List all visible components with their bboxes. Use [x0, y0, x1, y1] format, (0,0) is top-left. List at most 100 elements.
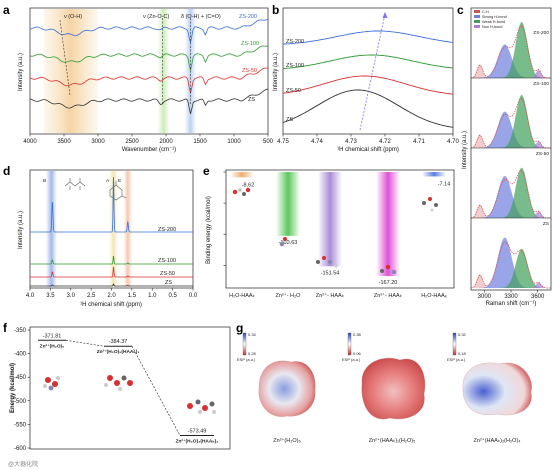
x-tick-label: 4.70 — [447, 139, 459, 145]
energy-level-species: Zn²⁺(H₂O)₆ — [40, 343, 65, 349]
x-tick-label: 3.5 — [46, 293, 55, 299]
peak-label-e: E — [118, 178, 121, 184]
panel-f: f -350 -400 -450 -500 -550 -600 -371.81 Zn²⁺(H… — [3, 321, 231, 468]
esp-scale-label: ESP (a.u.) — [342, 357, 361, 362]
legend-label: Strong H-bond — [482, 15, 507, 19]
panel-letter-d: d — [3, 164, 10, 178]
raman-envelope — [470, 170, 551, 219]
raman-component — [471, 237, 551, 288]
esp-scale-min: 0.18 — [458, 351, 467, 356]
panel-letter-a: a — [3, 3, 10, 17]
esp-caption: Zn²⁺(HAAₖ)₁(H₂O)₅ — [369, 437, 416, 444]
raman-component — [471, 176, 551, 218]
energy-connector — [65, 339, 105, 347]
panel-letter-g: g — [236, 321, 243, 335]
raman-component — [471, 94, 551, 148]
x-tick-label: 3300 — [504, 294, 518, 300]
band-oh — [43, 9, 98, 133]
y-tick-label: -500 — [14, 399, 27, 405]
panel-a-xlabel: Wavenumber (cm⁻¹) — [122, 147, 176, 153]
raman-envelope — [470, 241, 551, 289]
esp-colorbar — [242, 332, 247, 356]
esp-scale-label: ESP (a.u.) — [237, 357, 256, 362]
category-label: Zn²⁺- HAAₖ — [374, 292, 402, 299]
band-a — [109, 171, 118, 287]
raman-component — [471, 69, 551, 78]
legend-swatch — [474, 25, 480, 28]
y-tick-label: -600 — [14, 446, 27, 452]
panel-e: e -8.62-102.63-151.54-167.20-7.14 H₂O-HA… — [203, 164, 455, 299]
energy-value-label: -8.62 — [242, 182, 255, 188]
label-zs: ZS — [248, 97, 255, 103]
x-tick-label: 4.74 — [311, 139, 323, 145]
watermark: @大器化院 — [8, 460, 38, 468]
legend-label: C-H — [482, 10, 489, 14]
panel-a-x-ticks: 4000 3500 3000 2500 2000 1500 1000 500 — [23, 134, 274, 145]
panel-b-frame — [282, 7, 454, 135]
panel-d-x-ticks: 4.0 3.5 3.0 2.5 2.0 1.5 1.0 0.5 0.0 — [26, 288, 198, 299]
esp-scale-max: 0.38 — [353, 332, 362, 337]
category-label: H₂O-HAAₖ — [229, 293, 255, 299]
panel-c-x-ticks: 3000 3300 3600 — [478, 290, 545, 300]
y-tick-label: -450 — [14, 375, 27, 381]
esp-caption: Zn²⁺(H₂O)₆ — [273, 437, 300, 444]
x-tick-label: 2.5 — [87, 293, 96, 299]
nmr-line-zs-50 — [282, 75, 454, 95]
x-tick-label: 1000 — [227, 139, 241, 145]
nmr-full-line-zs-200 — [30, 176, 193, 233]
raman-envelope — [470, 25, 551, 79]
panel-c-xlabel: Raman shift (cm⁻¹) — [486, 301, 537, 307]
panel-c-subplots: ZS-200 ZS-100 ZS-50 ZS — [470, 22, 551, 289]
nmr-line-zs-100 — [282, 54, 454, 70]
d-label-zs-100: ZS-100 — [158, 258, 176, 264]
panel-b-x-ticks: 4.75 4.74 4.73 4.72 4.71 4.70 — [277, 134, 459, 145]
energy-bar — [276, 172, 300, 236]
nmr-full-line-zs — [30, 283, 193, 287]
x-tick-label: 1500 — [193, 139, 207, 145]
esp-surface — [361, 357, 426, 420]
panel-b-xlabel: ¹H chemical shift (ppm) — [337, 147, 399, 153]
panel-e-ylabel: Binding energy (kcal/mol) — [206, 196, 212, 264]
nmr-line-zs-200 — [282, 30, 454, 45]
x-tick-label: 0.0 — [189, 293, 198, 299]
esp-colorbar — [347, 332, 352, 356]
b-label-zs: ZS — [286, 117, 293, 123]
energy-bar — [230, 172, 254, 178]
esp-scale-min: 0.06 — [353, 351, 362, 356]
panel-a: a ν (O-H) ν (Zn-O-C) δ (O-H) + (C=O) ZS-… — [3, 3, 274, 153]
esp-scale-max: 0.34 — [248, 332, 257, 337]
b-label-zs-200: ZS-200 — [286, 39, 304, 45]
b-label-zs-100: ZS-100 — [286, 63, 304, 69]
energy-bar — [318, 172, 342, 267]
category-label: H₂O-HAAₑ — [421, 293, 447, 299]
raman-envelope — [470, 98, 551, 149]
legend-swatch — [474, 15, 480, 18]
subplot-label: ZS-50 — [536, 151, 549, 157]
ftir-line-zs-200 — [29, 18, 269, 43]
panel-letter-b: b — [272, 3, 279, 17]
panel-e-y-ticks — [223, 171, 226, 266]
ftir-line-zs-100 — [29, 45, 269, 71]
energy-bar — [422, 172, 446, 177]
x-tick-label: 3.0 — [67, 293, 76, 299]
b-label-zs-50: ZS-50 — [286, 88, 301, 94]
x-tick-label: 1.5 — [128, 293, 137, 299]
raman-component — [471, 274, 551, 288]
label-zs-200: ZS-200 — [239, 14, 257, 20]
panel-d: d B A E ZS-200 ZS-100 ZS-50 ZS 4.0 3.5 3.0… — [3, 164, 198, 308]
annotation-oh-co: δ (O-H) + (C=O) — [181, 14, 221, 20]
panel-letter-c: c — [457, 3, 464, 17]
molecule-sketches — [232, 187, 438, 275]
esp-scale-max: 0.32 — [458, 332, 467, 337]
category-label: Zn²⁺- HAAₖ — [316, 292, 344, 299]
panel-f-ylabel: Energy (kcal/mol) — [10, 363, 16, 413]
panel-f-frame — [29, 326, 231, 450]
x-tick-label: 4000 — [23, 139, 37, 145]
annotation-zn-o-c: ν (Zn-O-C) — [143, 14, 169, 20]
x-tick-label: 4.75 — [277, 139, 289, 145]
d-label-zs: ZS — [165, 280, 172, 286]
